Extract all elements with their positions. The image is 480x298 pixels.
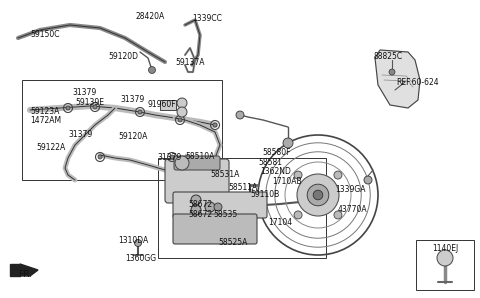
Text: 28420A: 28420A	[135, 12, 164, 21]
Text: 58672: 58672	[188, 200, 212, 209]
Circle shape	[294, 171, 302, 179]
Circle shape	[334, 211, 342, 219]
Text: 59110B: 59110B	[250, 190, 279, 199]
Text: FR.: FR.	[18, 270, 32, 279]
Text: 31379: 31379	[157, 153, 181, 162]
Circle shape	[389, 69, 395, 75]
Circle shape	[205, 202, 215, 212]
Text: 31379: 31379	[120, 95, 144, 104]
Bar	[416, 240, 474, 290]
Polygon shape	[20, 264, 38, 276]
Text: 17104: 17104	[268, 218, 292, 227]
Circle shape	[334, 171, 342, 179]
Text: 59150C: 59150C	[30, 30, 60, 39]
Text: 1310DA: 1310DA	[118, 236, 148, 245]
Bar	[22, 80, 222, 180]
Circle shape	[175, 156, 189, 170]
Bar	[160, 100, 176, 110]
Text: 59120D: 59120D	[108, 52, 138, 61]
Text: 59137A: 59137A	[175, 58, 204, 67]
Bar	[158, 158, 326, 258]
Circle shape	[437, 250, 453, 266]
Text: 1339CC: 1339CC	[192, 14, 222, 23]
Text: 59122A: 59122A	[36, 143, 65, 152]
Circle shape	[294, 211, 302, 219]
FancyBboxPatch shape	[174, 156, 220, 170]
Text: 31379: 31379	[68, 130, 92, 139]
FancyBboxPatch shape	[173, 214, 257, 244]
Circle shape	[66, 106, 70, 110]
Text: 58525A: 58525A	[218, 238, 247, 247]
Text: 1472AM: 1472AM	[30, 116, 61, 125]
Circle shape	[364, 176, 372, 184]
Circle shape	[138, 110, 142, 114]
FancyBboxPatch shape	[165, 159, 229, 203]
Circle shape	[236, 111, 244, 119]
Circle shape	[191, 205, 201, 215]
Text: 58672: 58672	[188, 210, 212, 219]
Polygon shape	[10, 264, 20, 276]
Text: 1339GA: 1339GA	[335, 185, 365, 194]
Circle shape	[134, 240, 142, 246]
Circle shape	[148, 66, 156, 74]
Text: 1710AB: 1710AB	[272, 177, 301, 186]
Text: 59139E: 59139E	[75, 98, 104, 107]
FancyBboxPatch shape	[173, 192, 267, 218]
Text: 58510A: 58510A	[185, 152, 215, 161]
Text: 31379: 31379	[72, 88, 96, 97]
Text: 58580F: 58580F	[262, 148, 290, 157]
Text: 43770A: 43770A	[338, 205, 368, 214]
Text: 59123A: 59123A	[30, 107, 60, 116]
Text: 1140EJ: 1140EJ	[432, 244, 458, 253]
Circle shape	[307, 184, 329, 206]
Text: 91960F: 91960F	[148, 100, 177, 109]
Circle shape	[98, 155, 102, 159]
Circle shape	[170, 155, 174, 159]
Text: 88825C: 88825C	[373, 52, 402, 61]
Circle shape	[93, 105, 97, 109]
Text: REF.60-624: REF.60-624	[396, 78, 439, 87]
Circle shape	[177, 98, 187, 108]
Text: 59120A: 59120A	[118, 132, 147, 141]
Text: 1360GG: 1360GG	[125, 254, 156, 263]
Text: 58581: 58581	[258, 158, 282, 167]
Polygon shape	[375, 50, 420, 108]
Circle shape	[213, 123, 217, 127]
Circle shape	[283, 138, 293, 148]
Text: 58511A: 58511A	[228, 183, 257, 192]
Circle shape	[191, 195, 201, 205]
Text: 1362ND: 1362ND	[260, 167, 291, 176]
Text: 58535: 58535	[213, 210, 237, 219]
Circle shape	[313, 190, 323, 200]
Circle shape	[297, 174, 339, 216]
Circle shape	[177, 107, 187, 117]
Circle shape	[214, 203, 222, 211]
Circle shape	[178, 118, 182, 122]
Text: 58531A: 58531A	[210, 170, 240, 179]
